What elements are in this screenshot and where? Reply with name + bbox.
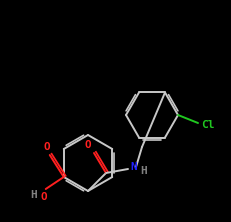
Text: O: O [40,192,47,202]
Text: O: O [43,142,50,152]
Text: H: H [141,166,147,176]
Text: N: N [131,162,137,172]
Text: Cl: Cl [201,120,215,130]
Text: H: H [30,190,37,200]
Text: O: O [85,140,91,150]
